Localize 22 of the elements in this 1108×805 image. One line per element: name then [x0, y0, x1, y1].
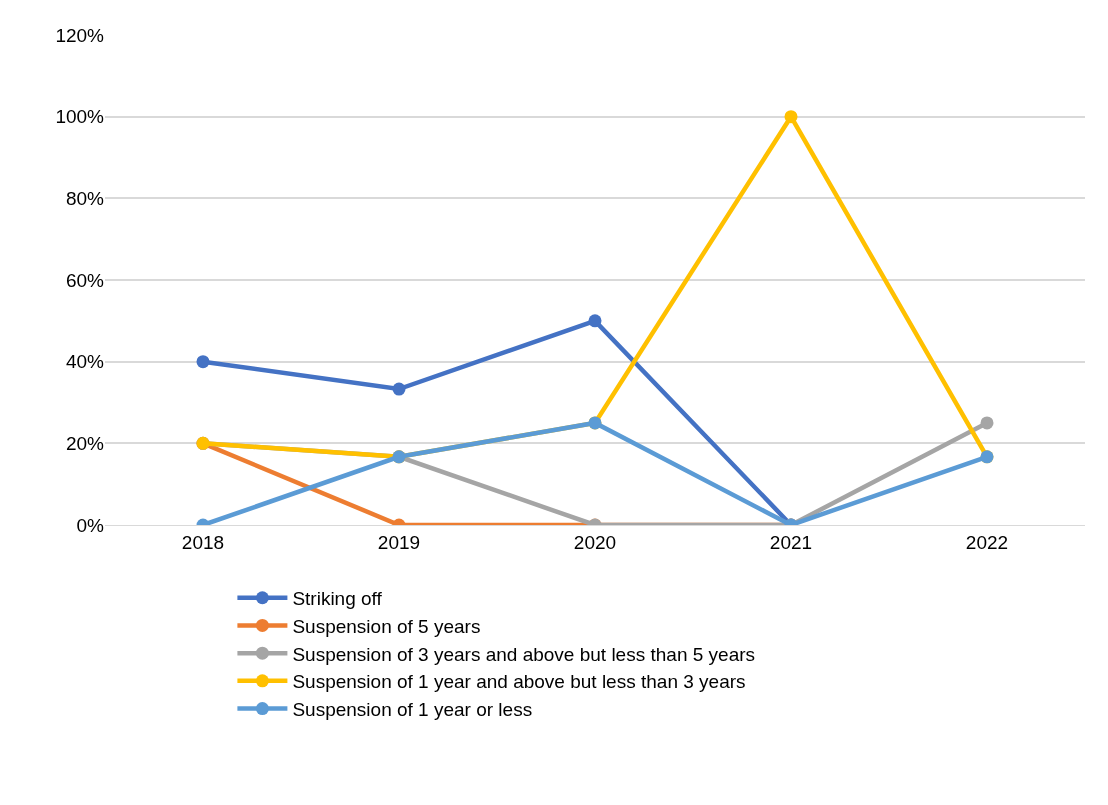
legend-label: Suspension of 3 years and above but less than 5 years	[292, 643, 756, 665]
y-tick-label: 120%	[55, 24, 105, 46]
y-tick-label: 100%	[55, 106, 105, 128]
y-tick-label: 80%	[65, 187, 105, 209]
y-tick-label: 40%	[65, 351, 105, 373]
x-tick-label: 2022	[965, 531, 1009, 553]
x-tick-label: 2020	[573, 531, 617, 553]
point	[980, 416, 994, 430]
point	[392, 382, 406, 396]
x-tick-label: 2021	[769, 531, 813, 553]
y-tick-label: 0%	[76, 514, 105, 536]
y-tick-label: 60%	[65, 269, 105, 291]
legend-label: Suspension of 1 year or less	[292, 698, 533, 720]
point	[588, 314, 602, 328]
y-tick-label: 20%	[65, 432, 105, 454]
point	[784, 110, 798, 124]
legend-label: Suspension of 5 years	[292, 615, 481, 637]
x-tick-label: 2019	[377, 531, 421, 553]
legend-label: Striking off	[292, 588, 383, 610]
legend-label: Suspension of 1 year and above but less than 3 years	[292, 671, 746, 693]
x-tick-label: 2018	[181, 531, 225, 553]
point	[196, 355, 210, 369]
